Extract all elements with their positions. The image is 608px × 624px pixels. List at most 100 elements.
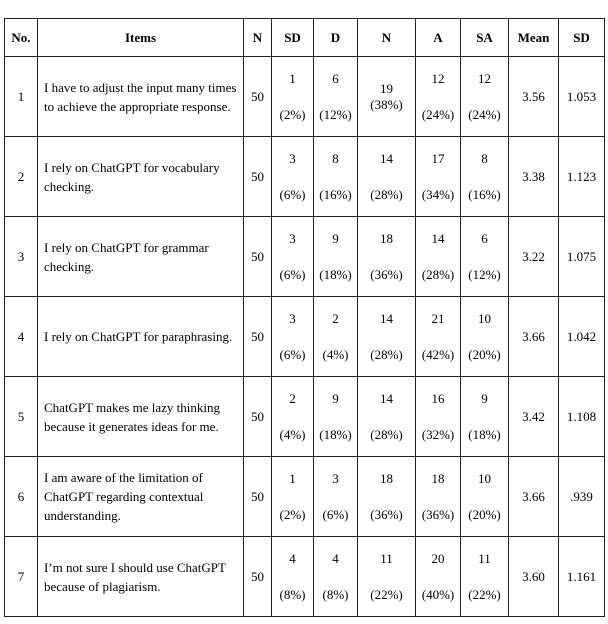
row-sd: 1.075 — [558, 216, 605, 297]
count-value: 19 — [380, 80, 393, 96]
row-mean: 3.66 — [508, 296, 559, 377]
row-n: 50 — [243, 536, 272, 617]
count-neutral: 11 (22%) — [357, 536, 416, 617]
count-value: 3 — [332, 470, 339, 486]
count-percent: (36%) — [370, 506, 403, 522]
count-value: 18 — [431, 470, 445, 486]
row-sd: 1.161 — [558, 536, 605, 617]
count-neutral: 19 (38%) — [357, 56, 416, 137]
count-value: 2 — [332, 310, 339, 326]
count-d: 9 (18%) — [313, 376, 358, 457]
count-value: 3 — [289, 310, 296, 326]
count-value: 6 — [332, 70, 339, 86]
count-value: 14 — [380, 310, 393, 326]
count-d: 3 (6%) — [313, 456, 358, 537]
count-a: 16 (32%) — [415, 376, 461, 457]
count-percent: (28%) — [370, 346, 403, 362]
row-number: 6 — [4, 456, 38, 537]
count-d: 6 (12%) — [313, 56, 358, 137]
count-sd: 3 (6%) — [271, 136, 314, 217]
row-sd: 1.123 — [558, 136, 605, 217]
item-text: ChatGPT makes me lazy thinking because i… — [37, 376, 244, 457]
row-mean: 3.42 — [508, 376, 559, 457]
row-number: 2 — [4, 136, 38, 217]
count-value: 21 — [431, 310, 445, 326]
item-text: I’m not sure I should use ChatGPT becaus… — [37, 536, 244, 617]
row-sd: 1.053 — [558, 56, 605, 137]
count-percent: (22%) — [468, 586, 501, 602]
count-neutral: 14 (28%) — [357, 136, 416, 217]
count-sa: 8 (16%) — [460, 136, 509, 217]
row-sd: 1.108 — [558, 376, 605, 457]
count-value: 18 — [380, 230, 393, 246]
header-std-dev: SD — [558, 18, 605, 57]
count-value: 12 — [431, 70, 445, 86]
count-percent: (18%) — [468, 426, 501, 442]
count-value: 8 — [332, 150, 339, 166]
count-sd: 3 (6%) — [271, 296, 314, 377]
count-d: 8 (16%) — [313, 136, 358, 217]
header-row: No. Items N SD D N A SA Mean SD — [4, 18, 605, 57]
count-sa: 10 (20%) — [460, 456, 509, 537]
count-percent: (4%) — [322, 346, 349, 362]
count-sd: 1 (2%) — [271, 56, 314, 137]
item-text: I am aware of the limitation of ChatGPT … — [37, 456, 244, 537]
count-value: 4 — [332, 550, 339, 566]
count-value: 8 — [481, 150, 488, 166]
count-percent: (24%) — [468, 106, 501, 122]
count-value: 14 — [380, 390, 393, 406]
row-number: 7 — [4, 536, 38, 617]
count-neutral: 14 (28%) — [357, 296, 416, 377]
count-percent: (24%) — [421, 106, 455, 122]
count-d: 9 (18%) — [313, 216, 358, 297]
row-mean: 3.66 — [508, 456, 559, 537]
header-d: D — [313, 18, 358, 57]
row-mean: 3.60 — [508, 536, 559, 617]
count-percent: (20%) — [468, 506, 501, 522]
count-value: 10 — [478, 310, 491, 326]
count-percent: (12%) — [468, 266, 501, 282]
row-n: 50 — [243, 56, 272, 137]
count-value: 20 — [431, 550, 445, 566]
count-percent: (22%) — [370, 586, 403, 602]
header-mean: Mean — [508, 18, 559, 57]
table-row: 5 ChatGPT makes me lazy thinking because … — [4, 376, 605, 457]
count-sd: 3 (6%) — [271, 216, 314, 297]
count-value: 2 — [289, 390, 296, 406]
row-n: 50 — [243, 136, 272, 217]
header-no: No. — [4, 18, 38, 57]
count-neutral: 14 (28%) — [357, 376, 416, 457]
count-value: 9 — [332, 390, 339, 406]
row-sd: 1.042 — [558, 296, 605, 377]
count-percent: (4%) — [279, 426, 306, 442]
count-percent: (40%) — [421, 586, 455, 602]
header-a: A — [415, 18, 461, 57]
count-value: 4 — [289, 550, 296, 566]
count-neutral: 18 (36%) — [357, 216, 416, 297]
item-text: I rely on ChatGPT for grammar checking. — [37, 216, 244, 297]
count-value: 9 — [481, 390, 488, 406]
item-text: I rely on ChatGPT for paraphrasing. — [37, 296, 244, 377]
item-text: I rely on ChatGPT for vocabulary checkin… — [37, 136, 244, 217]
count-a: 21 (42%) — [415, 296, 461, 377]
row-n: 50 — [243, 296, 272, 377]
count-sa: 9 (18%) — [460, 376, 509, 457]
row-number: 3 — [4, 216, 38, 297]
header-n: N — [243, 18, 272, 57]
count-d: 4 (8%) — [313, 536, 358, 617]
count-sd: 1 (2%) — [271, 456, 314, 537]
header-items: Items — [37, 18, 244, 57]
count-percent: (18%) — [319, 426, 352, 442]
count-a: 14 (28%) — [415, 216, 461, 297]
table-row: 7 I’m not sure I should use ChatGPT becau… — [4, 536, 605, 617]
count-value: 14 — [380, 150, 393, 166]
count-value: 1 — [289, 70, 296, 86]
count-percent: (2%) — [279, 506, 306, 522]
count-sd: 4 (8%) — [271, 536, 314, 617]
count-sa: 6 (12%) — [460, 216, 509, 297]
count-percent: (18%) — [319, 266, 352, 282]
